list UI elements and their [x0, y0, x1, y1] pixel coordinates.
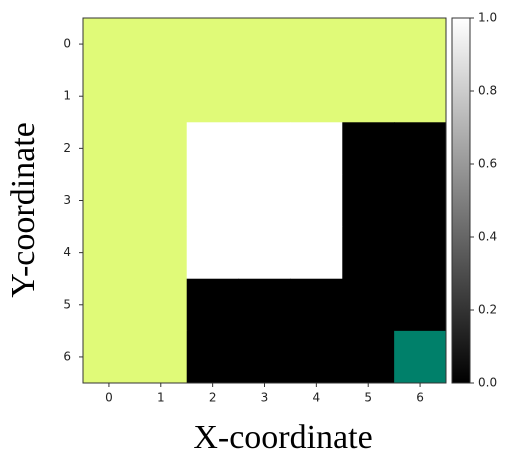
cell: [342, 70, 395, 123]
cell: [342, 174, 395, 228]
cell: [134, 122, 188, 175]
x-tick-label: 2: [209, 391, 217, 405]
cell: [342, 122, 395, 175]
cell: [394, 70, 447, 123]
cell: [394, 18, 447, 71]
cell: [238, 122, 291, 175]
cell: [238, 278, 291, 332]
cell: [290, 278, 343, 332]
cell: [186, 278, 240, 332]
cell: [342, 278, 395, 332]
colorbar-tick-label: 0.8: [478, 84, 497, 98]
cell: [238, 330, 291, 384]
cell: [238, 226, 291, 280]
y-tick-label: 1: [63, 89, 71, 103]
colorbar-tick-label: 0.4: [478, 230, 497, 244]
cell: [186, 330, 240, 384]
cell: [238, 70, 291, 123]
x-tick-label: 6: [416, 391, 424, 405]
cell: [394, 330, 447, 384]
cell: [394, 174, 447, 228]
cell: [83, 18, 136, 71]
x-tick-label: 3: [261, 391, 269, 405]
cell: [83, 174, 136, 228]
y-tick-label: 2: [63, 141, 71, 155]
y-tick-label: 6: [63, 349, 71, 363]
colorbar-tick-label: 0.6: [478, 157, 497, 171]
cell: [186, 226, 240, 280]
cell: [83, 70, 136, 123]
y-tick-label: 5: [63, 297, 71, 311]
cell: [83, 226, 136, 280]
cell: [394, 278, 447, 332]
cell: [394, 122, 447, 175]
cell: [186, 122, 240, 175]
cell: [342, 226, 395, 280]
y-tick-label: 0: [63, 37, 71, 51]
cell: [238, 18, 291, 71]
cell: [290, 122, 343, 175]
colorbar-tick-label: 0.0: [478, 376, 497, 390]
colorbar-tick-label: 0.2: [478, 303, 497, 317]
cell: [186, 18, 240, 71]
y-tick-label: 4: [63, 245, 71, 259]
x-axis-label: X-coordinate: [193, 419, 372, 456]
cell: [186, 174, 240, 228]
cell: [134, 278, 188, 332]
x-tick-label: 5: [364, 391, 372, 405]
y-axis-label: Y-coordinate: [5, 122, 42, 298]
cell: [83, 330, 136, 384]
cell: [290, 18, 343, 71]
cell: [342, 330, 395, 384]
x-tick-label: 1: [157, 391, 165, 405]
cell: [83, 278, 136, 332]
colorbar-tick-label: 1.0: [478, 11, 497, 25]
colorbar: [451, 17, 471, 384]
cell: [290, 174, 343, 228]
cell: [342, 18, 395, 71]
cell: [394, 226, 447, 280]
y-tick-label: 3: [63, 193, 71, 207]
cell: [83, 122, 136, 175]
cell: [134, 226, 188, 280]
cell: [238, 174, 291, 228]
cell: [290, 70, 343, 123]
x-tick-label: 0: [105, 391, 113, 405]
cell: [290, 226, 343, 280]
cell: [134, 330, 188, 384]
cell: [290, 330, 343, 384]
x-tick-label: 4: [313, 391, 321, 405]
cell: [134, 18, 188, 71]
cell: [134, 70, 188, 123]
cell: [134, 174, 188, 228]
cell: [186, 70, 240, 123]
